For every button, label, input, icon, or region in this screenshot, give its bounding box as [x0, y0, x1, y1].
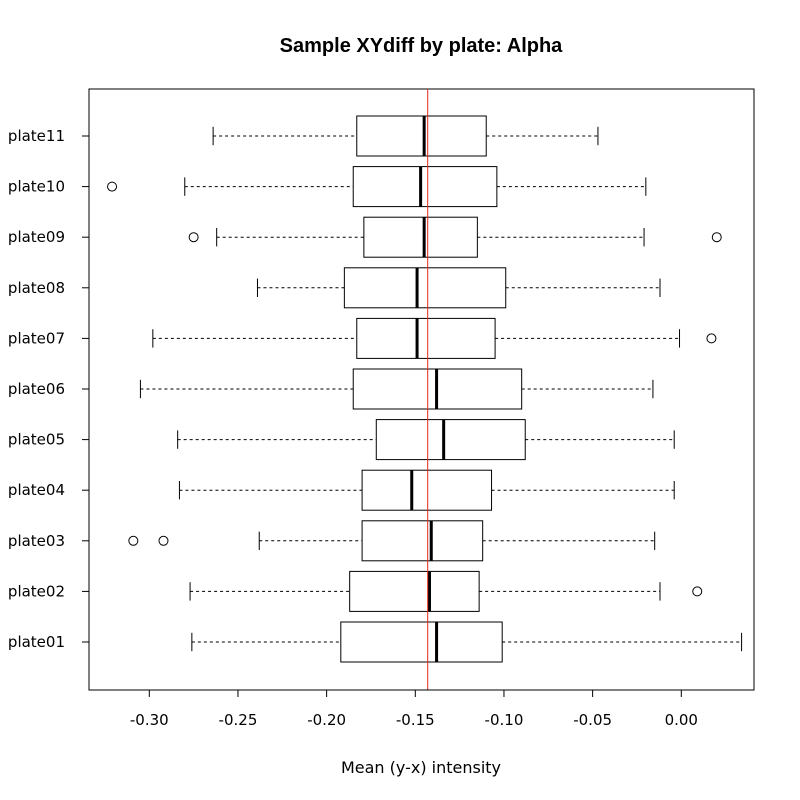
box-plate08 [256, 267, 661, 309]
box-plate07 [152, 317, 717, 359]
box-iqr [375, 419, 526, 461]
y-tick-label: plate02 [8, 582, 65, 600]
box-plate11 [212, 115, 599, 157]
box-iqr [361, 469, 493, 511]
box-iqr [352, 166, 498, 208]
y-tick-label: plate07 [8, 329, 65, 347]
x-tick-label: 0.00 [665, 711, 698, 729]
y-tick-label: plate06 [8, 380, 65, 398]
y-axis: plate01 plate02 plate03 plate04 plate05 plate… [8, 127, 90, 651]
outlier-point [188, 232, 199, 243]
box-plate01 [191, 621, 743, 663]
x-axis: -0.30 -0.25 -0.20 -0.15 -0.10 -0.05 0.00 [130, 689, 698, 729]
y-tick-label: plate03 [8, 532, 65, 550]
y-tick-label: plate05 [8, 431, 65, 449]
box-plate03 [128, 520, 656, 562]
x-axis-label: Mean (y-x) intensity [341, 758, 501, 777]
box-iqr [363, 216, 478, 258]
x-tick-label: -0.30 [130, 711, 169, 729]
x-tick-label: -0.20 [307, 711, 346, 729]
x-tick-label: -0.05 [573, 711, 612, 729]
x-tick-label: -0.15 [396, 711, 435, 729]
outlier-point [128, 535, 139, 546]
y-tick-label: plate04 [8, 481, 65, 499]
box-iqr [356, 317, 496, 359]
outlier-point [158, 535, 169, 546]
box-iqr [356, 115, 487, 157]
boxes-layer [107, 115, 743, 663]
x-tick-label: -0.25 [219, 711, 258, 729]
chart-title: Sample XYdiff by plate: Alpha [280, 35, 564, 57]
outlier-point [706, 333, 717, 344]
box-iqr [343, 267, 507, 309]
box-plate09 [188, 216, 722, 258]
outlier-point [692, 586, 703, 597]
box-plate06 [139, 368, 654, 410]
y-tick-label: plate08 [8, 279, 65, 297]
outlier-point [711, 232, 722, 243]
box-iqr [361, 520, 484, 562]
box-plate10 [107, 166, 647, 208]
box-plate04 [178, 469, 675, 511]
outlier-point [107, 181, 118, 192]
box-plate05 [177, 419, 675, 461]
y-tick-label: plate09 [8, 228, 65, 246]
box-iqr [340, 621, 503, 663]
box-plate02 [189, 570, 703, 612]
x-tick-label: -0.10 [485, 711, 524, 729]
y-tick-label: plate10 [8, 178, 65, 196]
box-iqr [349, 570, 480, 612]
y-tick-label: plate11 [8, 127, 65, 145]
y-tick-label: plate01 [8, 633, 65, 651]
